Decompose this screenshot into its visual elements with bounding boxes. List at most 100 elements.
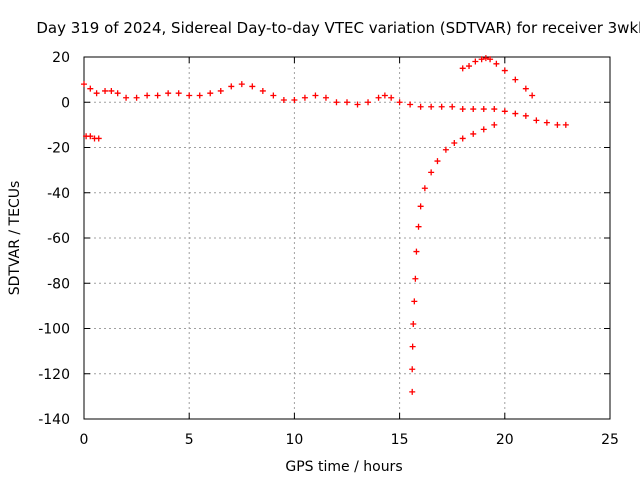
data-point xyxy=(470,106,477,113)
y-tick-label: -40 xyxy=(47,186,70,202)
y-axis-ticks: 20 0 -20 -40 -60 -80 -100 -120 -140 xyxy=(38,50,610,428)
data-point xyxy=(412,275,419,282)
data-point xyxy=(421,185,428,192)
data-point xyxy=(365,99,372,106)
data-point xyxy=(533,117,540,124)
data-point xyxy=(501,108,508,115)
data-point xyxy=(249,83,256,90)
data-point xyxy=(238,81,245,88)
data-point xyxy=(459,106,466,113)
x-tick-label: 0 xyxy=(80,432,89,448)
data-point xyxy=(123,94,130,101)
data-point xyxy=(480,126,487,133)
data-point xyxy=(375,94,382,101)
data-point xyxy=(196,92,203,99)
data-point xyxy=(529,92,536,99)
data-point xyxy=(409,366,416,373)
data-point xyxy=(410,320,417,327)
data-point xyxy=(87,85,94,92)
data-point xyxy=(291,96,298,103)
data-point xyxy=(81,81,87,88)
data-point xyxy=(472,58,479,65)
x-tick-label: 10 xyxy=(285,432,303,448)
data-point xyxy=(95,135,102,142)
series-group xyxy=(409,121,498,395)
y-tick-label: -20 xyxy=(47,141,70,157)
data-point xyxy=(259,87,266,94)
data-point xyxy=(491,106,498,113)
y-tick-label: -80 xyxy=(47,276,70,292)
data-point xyxy=(133,94,140,101)
x-axis-label: GPS time / hours xyxy=(285,459,402,475)
x-axis-ticks: 0 5 10 15 20 25 xyxy=(80,57,619,448)
data-point xyxy=(470,130,477,137)
data-point xyxy=(451,139,458,146)
data-point xyxy=(417,203,424,210)
series-group xyxy=(459,55,536,99)
data-point xyxy=(478,56,485,63)
data-point xyxy=(165,90,172,97)
data-point xyxy=(522,85,529,92)
data-point xyxy=(512,110,519,117)
data-point xyxy=(501,67,508,74)
data-point xyxy=(491,121,498,128)
data-point xyxy=(280,96,287,103)
data-point xyxy=(459,65,466,72)
data-point xyxy=(381,92,388,99)
data-point xyxy=(522,112,529,119)
data-point xyxy=(493,60,500,67)
data-point xyxy=(228,83,235,90)
data-point xyxy=(428,169,435,176)
y-tick-label: -120 xyxy=(38,367,70,383)
data-point xyxy=(466,63,473,70)
data-point xyxy=(312,92,319,99)
data-point xyxy=(480,106,487,113)
data-point xyxy=(407,101,414,108)
data-point xyxy=(562,121,569,128)
data-point xyxy=(175,90,182,97)
data-point xyxy=(217,87,224,94)
x-tick-label: 5 xyxy=(185,432,194,448)
data-point xyxy=(413,248,420,255)
data-point xyxy=(388,94,395,101)
data-point xyxy=(322,94,329,101)
data-point xyxy=(270,92,277,99)
data-point xyxy=(459,135,466,142)
x-tick-label: 15 xyxy=(391,432,409,448)
data-point xyxy=(186,92,193,99)
data-point xyxy=(442,146,449,153)
data-point xyxy=(411,298,418,305)
data-point xyxy=(301,94,308,101)
data-point xyxy=(93,90,100,97)
y-tick-label: -100 xyxy=(38,322,70,338)
data-point xyxy=(487,56,494,63)
data-point xyxy=(438,103,445,110)
data-point xyxy=(409,343,416,350)
data-point xyxy=(428,103,435,110)
data-point xyxy=(354,101,361,108)
data-point xyxy=(144,92,151,99)
y-tick-label: 20 xyxy=(52,50,70,66)
y-tick-label: -60 xyxy=(47,231,70,247)
data-point xyxy=(417,103,424,110)
series-group xyxy=(81,81,569,128)
y-tick-label: -140 xyxy=(38,412,70,428)
plot-frame xyxy=(83,56,611,420)
data-point xyxy=(102,87,109,94)
y-tick-label: 0 xyxy=(61,95,70,111)
data-point xyxy=(543,119,550,126)
data-point xyxy=(415,223,422,230)
data-point xyxy=(344,99,350,106)
data-point xyxy=(434,158,441,165)
data-point xyxy=(114,90,121,97)
chart-title: Day 319 of 2024, Sidereal Day-to-day VTE… xyxy=(36,19,640,37)
data-point xyxy=(396,99,403,106)
data-point xyxy=(333,99,340,106)
data-point xyxy=(207,90,214,97)
y-axis-label: SDTVAR / TECUs xyxy=(7,181,23,296)
data-point xyxy=(449,103,456,110)
data-points xyxy=(81,55,569,395)
grid-lines xyxy=(84,57,610,419)
data-point xyxy=(108,87,115,94)
